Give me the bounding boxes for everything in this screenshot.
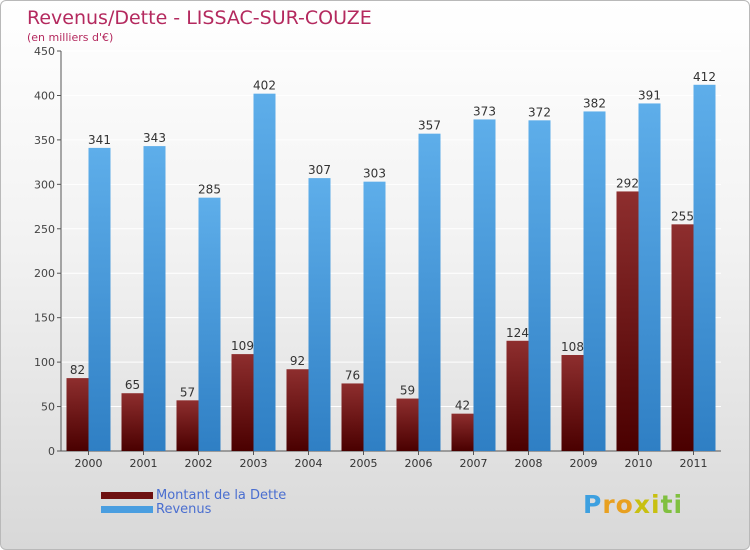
data-label: 255 <box>671 209 694 223</box>
bar-dette <box>451 413 474 451</box>
bar-revenus <box>693 84 716 452</box>
bar-revenus <box>528 120 551 451</box>
x-tick-label: 2010 <box>625 457 653 470</box>
y-tick-label: 250 <box>34 223 55 236</box>
bar-dette <box>561 355 584 451</box>
bar-revenus <box>363 181 386 451</box>
data-label: 341 <box>88 133 111 147</box>
grid-lines <box>61 50 721 452</box>
data-label: 307 <box>308 163 331 177</box>
bar-dette <box>506 340 529 451</box>
bar-dette <box>671 224 694 451</box>
bar-revenus <box>583 111 606 451</box>
data-label: 343 <box>143 131 166 145</box>
y-tick-label: 0 <box>48 445 55 458</box>
proxiti-logo: Proxiti <box>583 490 683 519</box>
axes: 0 50 100 150 200 250 300 350 400 450 2000 2001 2002 2… <box>34 45 721 470</box>
x-tick-label: 2003 <box>240 457 268 470</box>
y-tick-label: 350 <box>34 134 55 147</box>
data-label: 357 <box>418 119 441 133</box>
y-tick-label: 300 <box>34 178 55 191</box>
data-label: 108 <box>561 340 584 354</box>
y-tick-label: 450 <box>34 45 55 58</box>
data-label: 82 <box>70 363 85 377</box>
logo-letter: t <box>660 490 674 519</box>
data-label: 109 <box>231 339 254 353</box>
data-label: 391 <box>638 88 661 102</box>
bar-dette <box>121 393 144 451</box>
data-label: 92 <box>290 354 305 368</box>
data-label: 373 <box>473 104 496 118</box>
data-label: 402 <box>253 79 276 93</box>
bar-revenus <box>308 178 331 451</box>
logo-letter: o <box>615 490 634 519</box>
x-tick-label: 2007 <box>460 457 488 470</box>
data-label: 303 <box>363 167 386 181</box>
legend-swatch-debt <box>101 492 153 499</box>
bar-revenus <box>418 133 441 451</box>
x-tick-label: 2009 <box>570 457 598 470</box>
bar-revenus <box>88 147 111 451</box>
logo-letter: r <box>602 490 616 519</box>
logo-letter: x <box>633 490 651 519</box>
bar-dette <box>286 369 309 451</box>
y-tick-label: 400 <box>34 89 55 102</box>
bar-dette <box>66 378 89 451</box>
data-label: 124 <box>506 326 529 340</box>
data-labels: 82 341 65 343 57 285 109 402 92 307 76 303 59 357 42 37… <box>70 70 716 413</box>
bar-dette <box>396 398 419 451</box>
data-label: 57 <box>180 385 195 399</box>
x-tick-label: 2011 <box>680 457 708 470</box>
data-label: 285 <box>198 183 221 197</box>
data-label: 59 <box>400 384 415 398</box>
data-label: 76 <box>345 368 360 382</box>
bar-revenus <box>638 103 661 451</box>
bar-revenus <box>198 197 221 451</box>
bar-dette <box>176 400 199 451</box>
bar-dette <box>231 354 254 451</box>
bar-revenus <box>143 146 166 451</box>
chart-subtitle: (en milliers d'€) <box>27 31 114 44</box>
y-tick-label: 150 <box>34 312 55 325</box>
x-tick-label: 2002 <box>185 457 213 470</box>
data-label: 65 <box>125 378 140 392</box>
data-label: 372 <box>528 105 551 119</box>
y-tick-label: 200 <box>34 267 55 280</box>
y-tick-label: 50 <box>41 401 55 414</box>
x-tick-label: 2001 <box>130 457 158 470</box>
legend-item-debt: Montant de la Dette <box>101 488 287 503</box>
logo-letter: i <box>651 490 661 519</box>
x-tick-label: 2005 <box>350 457 378 470</box>
bar-revenus <box>253 93 276 452</box>
bar-revenus <box>473 119 496 451</box>
data-label: 412 <box>693 70 716 84</box>
x-tick-label: 2006 <box>405 457 433 470</box>
bars <box>66 84 716 452</box>
legend-label-debt: Montant de la Dette <box>156 488 287 503</box>
data-label: 292 <box>616 176 639 190</box>
x-tick-label: 2004 <box>295 457 323 470</box>
logo-letter: P <box>583 490 603 519</box>
y-tick-label: 100 <box>34 356 55 369</box>
x-tick-label: 2000 <box>75 457 103 470</box>
legend-label-revenus: Revenus <box>156 502 212 517</box>
legend-swatch-revenus <box>101 506 153 513</box>
data-label: 382 <box>583 96 606 110</box>
logo-letter: i <box>673 490 684 519</box>
bar-dette <box>341 383 364 451</box>
x-tick-label: 2008 <box>515 457 543 470</box>
legend-item-revenus: Revenus <box>101 502 212 517</box>
data-label: 42 <box>455 399 470 413</box>
chart-title: Revenus/Dette - LISSAC-SUR-COUZE <box>27 7 372 29</box>
bar-dette <box>616 191 639 451</box>
